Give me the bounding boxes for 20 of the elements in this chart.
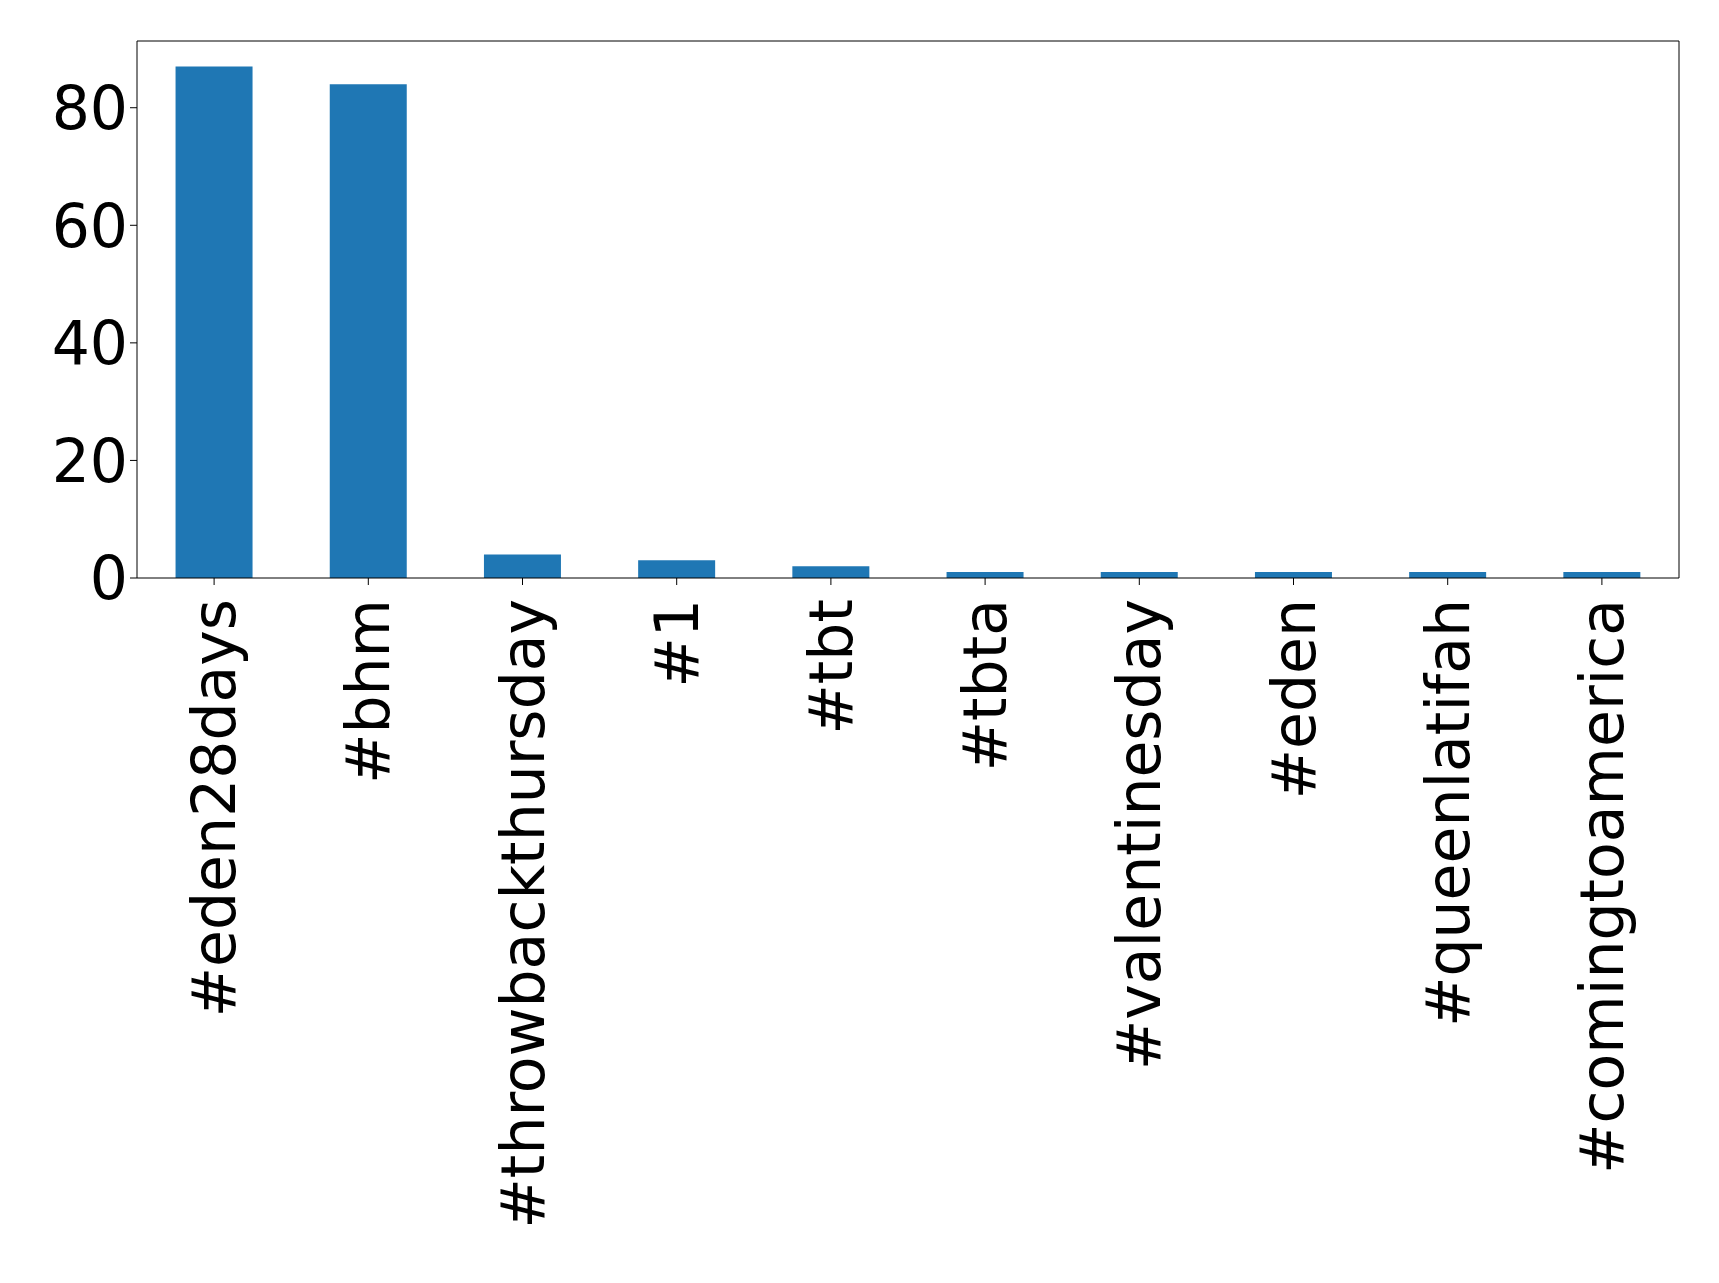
x-tick-label: #eden — [1258, 599, 1329, 800]
x-tick-label: #bhm — [333, 599, 404, 784]
bar — [175, 66, 253, 578]
y-tick-label: 60 — [51, 190, 128, 261]
x-tick-label: #eden28days — [179, 599, 250, 1018]
x-tick-label: #throwbackthursday — [487, 599, 558, 1229]
x-tick-label: #tbt — [795, 599, 866, 735]
x-tick-label: #valentinesday — [1104, 599, 1175, 1070]
x-tick-label: #tbta — [950, 599, 1021, 772]
y-tick-label: 20 — [51, 425, 128, 496]
x-tick-label: #queenlatifah — [1412, 599, 1483, 1027]
bar — [483, 554, 561, 578]
y-tick-label: 40 — [51, 308, 128, 379]
y-tick-label: 80 — [51, 73, 128, 144]
bar — [329, 84, 407, 578]
bar — [638, 560, 716, 578]
x-tick-label: #comingtoamerica — [1566, 599, 1637, 1174]
y-tick-label: 0 — [89, 543, 128, 614]
bar — [792, 566, 870, 578]
x-tick-label: #1 — [641, 599, 712, 688]
